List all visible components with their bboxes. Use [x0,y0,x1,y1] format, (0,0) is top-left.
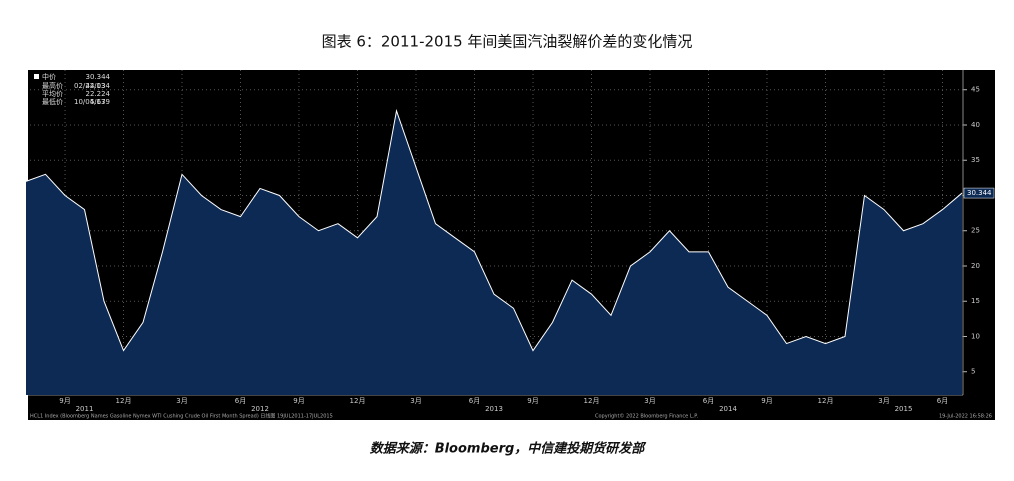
footer-left: HCL1 Index (Bloomberg Names Gasoline Nym… [30,413,333,420]
x-tick-label: 3月 [410,397,421,405]
legend-swatch [34,74,39,79]
y-tick-label: 45 [971,86,980,94]
y-tick-label: 15 [971,297,980,305]
stat-name: 最高价 [42,81,63,90]
last-value-tag-bg [963,187,995,199]
year-label: 2013 [485,405,503,413]
y-tick-label: 5 [971,368,975,376]
y-tick-label: 25 [971,227,980,235]
year-label: 2011 [76,405,94,413]
y-tick-label: 40 [971,121,980,129]
x-tick-label: 12月 [116,397,132,405]
chart-title: 图表 6：2011-2015 年间美国汽油裂解价差的变化情况 [322,33,693,51]
x-tick-label: 9月 [527,397,538,405]
x-tick-label: 6月 [235,397,246,405]
year-label: 2012 [251,405,269,413]
x-tick-label: 3月 [878,397,889,405]
x-tick-label: 6月 [937,397,948,405]
x-tick-label: 9月 [59,397,70,405]
footer-right: 19-Jul-2022 16:58:26 [939,414,992,420]
x-tick-label: 3月 [176,397,187,405]
x-tick-label: 6月 [469,397,480,405]
stat-date: 02/22/13 [74,82,105,90]
source: 数据来源：Bloomberg，中信建投期货研发部 [370,441,648,457]
stat-name: 平均价 [42,89,63,98]
y-tick-label: 35 [971,156,980,164]
stat-value: 5.679 [90,98,110,106]
x-tick-label: 12月 [584,397,600,405]
last-value-tag: 30.344 [967,189,992,197]
x-tick-label: 12月 [818,397,834,405]
stat-name: 最低价 [42,97,63,106]
stat-value: 22.224 [86,90,111,98]
x-tick-label: 9月 [761,397,772,405]
area [26,110,962,395]
year-label: 2015 [895,405,913,413]
footer-mid: Copyright© 2022 Bloomberg Finance L.P. [595,413,698,420]
stat-date: 10/04/13 [74,98,105,106]
year-label: 2014 [719,405,737,413]
legend-name: 中价 [42,72,56,81]
y-tick-label: 10 [971,332,980,340]
line [25,108,963,352]
x-tick-label: 12月 [350,397,366,405]
x-tick-label: 6月 [703,397,714,405]
x-tick-label: 3月 [644,397,655,405]
y-tick-label: 20 [971,262,980,270]
legend-value: 30.344 [86,73,111,81]
stat-value: 44.034 [86,82,111,90]
x-tick-label: 9月 [293,397,304,405]
